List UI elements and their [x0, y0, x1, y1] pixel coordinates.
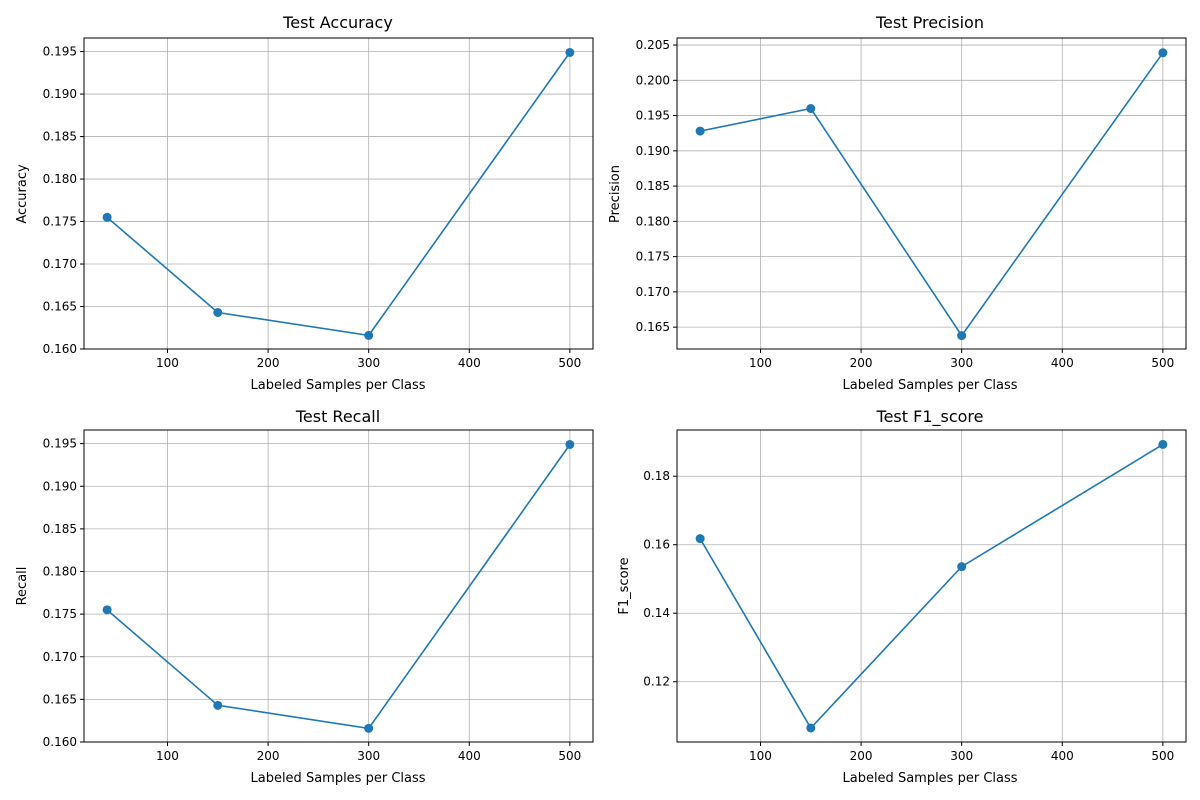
y-tick-label: 0.195	[636, 109, 670, 123]
y-tick-label: 0.205	[636, 38, 670, 52]
x-tick-label: 500	[558, 356, 581, 370]
y-tick-label: 0.190	[43, 87, 77, 101]
y-tick-label: 0.175	[43, 607, 77, 621]
y-tick-label: 0.160	[43, 342, 77, 356]
data-point	[806, 723, 816, 733]
x-tick-label: 400	[1051, 749, 1074, 763]
x-tick-label: 400	[458, 749, 481, 763]
data-point	[364, 723, 374, 733]
y-tick-label: 0.190	[43, 479, 77, 493]
x-tick-label: 500	[558, 749, 581, 763]
y-tick-label: 0.195	[43, 45, 77, 59]
panel-precision: Test Precision Labeled Samples per Class…	[608, 13, 1187, 393]
y-tick-label: 0.16	[643, 538, 670, 552]
chart-title: Test Recall	[295, 407, 380, 426]
y-tick-label: 0.160	[43, 735, 77, 749]
axes-frame	[676, 37, 1187, 350]
axes-frame	[676, 429, 1187, 743]
series-line	[699, 443, 1164, 730]
panel-accuracy: Test Accuracy Labeled Samples per Class …	[15, 13, 594, 393]
y-tick-label: 0.12	[643, 675, 670, 689]
data-point	[213, 307, 223, 317]
data-point	[1158, 48, 1168, 58]
data-point	[1158, 439, 1168, 449]
y-axis-label: Precision	[608, 165, 623, 223]
x-tick-label: 200	[257, 356, 280, 370]
x-tick-label: 100	[749, 356, 772, 370]
x-axis-label: Labeled Samples per Class	[842, 378, 1017, 393]
y-axis-label: Recall	[15, 567, 30, 606]
y-tick-label: 0.170	[43, 650, 77, 664]
data-point	[213, 700, 223, 710]
x-axis-label: Labeled Samples per Class	[250, 378, 425, 393]
plot-area: 100 200 300 400 500 0.160 0.165 0.170 0.175 0.180…	[43, 37, 594, 370]
series-line	[106, 444, 571, 730]
x-tick-label: 500	[1151, 749, 1174, 763]
y-tick-label: 0.175	[43, 215, 77, 229]
y-tick-label: 0.180	[43, 565, 77, 579]
panel-f1-score: Test F1_score Labeled Samples per Class …	[617, 407, 1187, 786]
y-tick-label: 0.185	[43, 522, 77, 536]
data-point	[102, 605, 112, 615]
plot-area: 100 200 300 400 500 0.12 0.14 0.16 0.18	[643, 429, 1187, 763]
x-tick-label: 500	[1151, 356, 1174, 370]
x-tick-label: 200	[850, 749, 873, 763]
y-tick-label: 0.165	[43, 692, 77, 706]
x-tick-label: 300	[950, 356, 973, 370]
x-tick-label: 100	[156, 749, 179, 763]
y-tick-label: 0.18	[643, 469, 670, 483]
data-point	[102, 212, 112, 222]
data-point	[695, 126, 705, 136]
y-axis-label: F1_score	[617, 557, 632, 614]
x-tick-label: 400	[1051, 356, 1074, 370]
y-axis-label: Accuracy	[15, 164, 30, 224]
x-axis-label: Labeled Samples per Class	[842, 771, 1017, 786]
panel-recall: Test Recall Labeled Samples per Class Re…	[15, 407, 594, 786]
y-tick-label: 0.185	[636, 179, 670, 193]
chart-title: Test Accuracy	[282, 13, 393, 32]
chart-title: Test F1_score	[876, 407, 984, 427]
y-tick-label: 0.180	[43, 172, 77, 186]
y-tick-label: 0.195	[43, 437, 77, 451]
series-line	[699, 52, 1164, 338]
x-tick-label: 300	[357, 356, 380, 370]
y-tick-label: 0.185	[43, 130, 77, 144]
data-point	[565, 47, 575, 57]
x-tick-label: 300	[357, 749, 380, 763]
y-tick-label: 0.170	[43, 257, 77, 271]
plot-area: 100 200 300 400 500 0.160 0.165 0.170 0.175 0.180…	[43, 429, 594, 763]
chart-title: Test Precision	[875, 13, 984, 32]
axes-frame	[83, 37, 594, 350]
y-tick-label: 0.165	[43, 300, 77, 314]
x-tick-label: 400	[458, 356, 481, 370]
x-tick-label: 300	[950, 749, 973, 763]
data-point	[565, 439, 575, 449]
axes-frame	[83, 429, 594, 743]
x-tick-label: 200	[257, 749, 280, 763]
x-tick-label: 100	[156, 356, 179, 370]
y-tick-label: 0.14	[643, 606, 670, 620]
data-point	[957, 331, 967, 341]
y-tick-label: 0.170	[636, 285, 670, 299]
y-tick-label: 0.175	[636, 250, 670, 264]
y-tick-label: 0.165	[636, 320, 670, 334]
data-point	[364, 330, 374, 340]
plot-area: 100 200 300 400 500 0.165 0.170 0.175 0.180 0.185…	[636, 37, 1187, 370]
x-axis-label: Labeled Samples per Class	[250, 771, 425, 786]
data-point	[957, 562, 967, 572]
data-point	[695, 534, 705, 544]
x-tick-label: 200	[850, 356, 873, 370]
x-tick-label: 100	[749, 749, 772, 763]
data-point	[806, 104, 816, 114]
y-tick-label: 0.180	[636, 214, 670, 228]
y-tick-label: 0.190	[636, 144, 670, 158]
y-tick-label: 0.200	[636, 73, 670, 87]
series-line	[106, 51, 571, 337]
